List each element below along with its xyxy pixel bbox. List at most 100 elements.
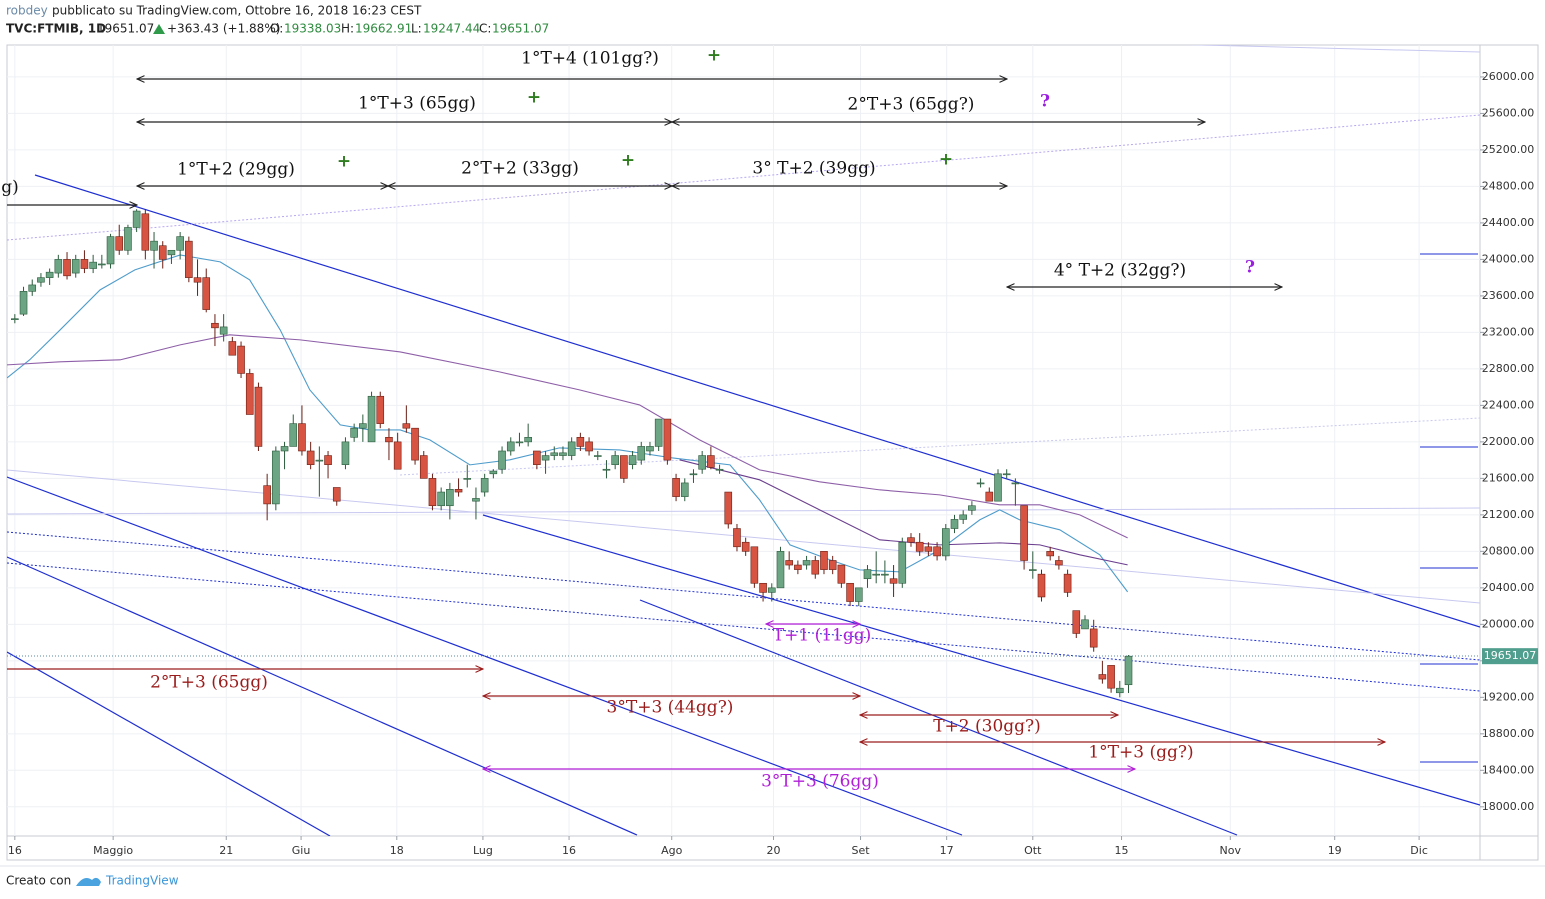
candle-body (289, 423, 298, 447)
candle-body (428, 478, 437, 507)
candle-body (1020, 505, 1028, 561)
candle-body (1063, 573, 1072, 593)
candle-body (715, 468, 724, 471)
candle-body (881, 573, 889, 576)
l-label: L: (411, 22, 422, 36)
x-tick-label: Ott (1024, 844, 1042, 857)
y-tick-label: 23600.00 (1482, 289, 1535, 302)
candle-body (124, 227, 132, 251)
candle-body (341, 441, 350, 465)
candle-body (576, 437, 585, 447)
candle-body (785, 560, 793, 566)
moving-average (679, 459, 1128, 566)
side-levels (1420, 253, 1478, 763)
y-tick-label: 24800.00 (1482, 179, 1535, 192)
candle-body (733, 528, 741, 548)
candle-body (985, 491, 994, 502)
faint-line (7, 507, 1480, 515)
logo (76, 877, 101, 886)
candle-body (176, 236, 184, 251)
y-tick-label: 22800.00 (1482, 362, 1535, 375)
candle-body (811, 560, 820, 575)
y-tick-label: 26000.00 (1482, 70, 1535, 83)
footer-brand[interactable]: TradingView (105, 874, 179, 888)
candle-body (11, 318, 19, 321)
candle-body (54, 259, 63, 274)
candle-body (106, 236, 115, 265)
faint-line (7, 469, 1480, 604)
x-tick-label: Maggio (93, 844, 133, 857)
candle-body (776, 551, 785, 589)
candle-body (672, 478, 680, 497)
c-value: 19651.07 (492, 22, 549, 36)
candle-body (663, 418, 672, 461)
candle-body (515, 441, 524, 444)
author[interactable]: robdey (6, 4, 48, 18)
candle-body (907, 537, 915, 543)
x-tick-label: Giu (292, 844, 311, 857)
candle-body (489, 470, 498, 475)
candle-body (350, 427, 358, 438)
candle-body (750, 546, 759, 584)
candle-body (71, 259, 80, 274)
candle-body (219, 326, 228, 335)
candle-body (541, 455, 550, 461)
o-label: O: (270, 22, 283, 36)
candle-body (846, 582, 854, 602)
candle-body (924, 546, 933, 552)
annotation: T+1 (11gg) (773, 626, 871, 646)
y-tick-label: 25200.00 (1482, 143, 1535, 156)
candle-body (1081, 619, 1089, 630)
candle-body (1037, 573, 1046, 598)
candle-body (402, 423, 411, 429)
moving-average (7, 334, 1128, 539)
candle-body (63, 259, 71, 277)
candle-body (167, 249, 176, 256)
candle-body (359, 423, 367, 429)
candle-body (550, 452, 559, 456)
candle-body (915, 541, 924, 552)
candle-body (567, 441, 576, 456)
y-tick-label: 18800.00 (1482, 727, 1535, 740)
dotted-line (7, 562, 1480, 692)
published: pubblicato su TradingView.com, Ottobre 1… (52, 4, 422, 18)
candle-body (446, 489, 454, 507)
candle-body (741, 541, 750, 552)
candle-body (1028, 569, 1037, 571)
candle-body (393, 441, 402, 470)
candle-body (454, 489, 463, 493)
candle-body (193, 277, 202, 283)
candle-body (437, 491, 445, 507)
x-tick-label: 15 (1115, 844, 1129, 857)
candle-body (620, 455, 628, 479)
annotation-symbol: ? (1245, 258, 1255, 278)
h-label: H: (341, 22, 354, 36)
annotation: g) (1, 178, 19, 198)
candle-body (115, 236, 124, 251)
candle-body (559, 452, 567, 456)
candle-body (689, 473, 698, 476)
candle-body (298, 423, 306, 452)
drawings (7, 45, 1480, 836)
candle-body (611, 455, 619, 465)
candle-body (1107, 665, 1115, 689)
x-tick-label: Ago (661, 844, 683, 857)
change: +363.43 (+1.88%) (167, 22, 280, 36)
y-tick-label: 24400.00 (1482, 216, 1535, 229)
y-tick-label: 19200.00 (1482, 690, 1535, 703)
candle-body (628, 455, 637, 465)
axes: 18000.0018400.0018800.0019200.0019600.00… (8, 70, 1538, 857)
trend-line (7, 556, 638, 836)
candle-body (950, 519, 959, 529)
o-value: 19338.03 (284, 22, 341, 36)
candle-body (759, 582, 767, 593)
x-tick-label: Nov (1220, 844, 1242, 857)
candle-body (28, 284, 37, 292)
x-tick-label: Lug (473, 844, 493, 857)
annotation: T+2 (30gg?) (933, 717, 1041, 737)
candle-body (376, 395, 385, 424)
annotation: 2°T+2 (33gg) (461, 159, 579, 179)
y-tick-label: 18400.00 (1482, 763, 1535, 776)
candle-body (98, 263, 106, 266)
